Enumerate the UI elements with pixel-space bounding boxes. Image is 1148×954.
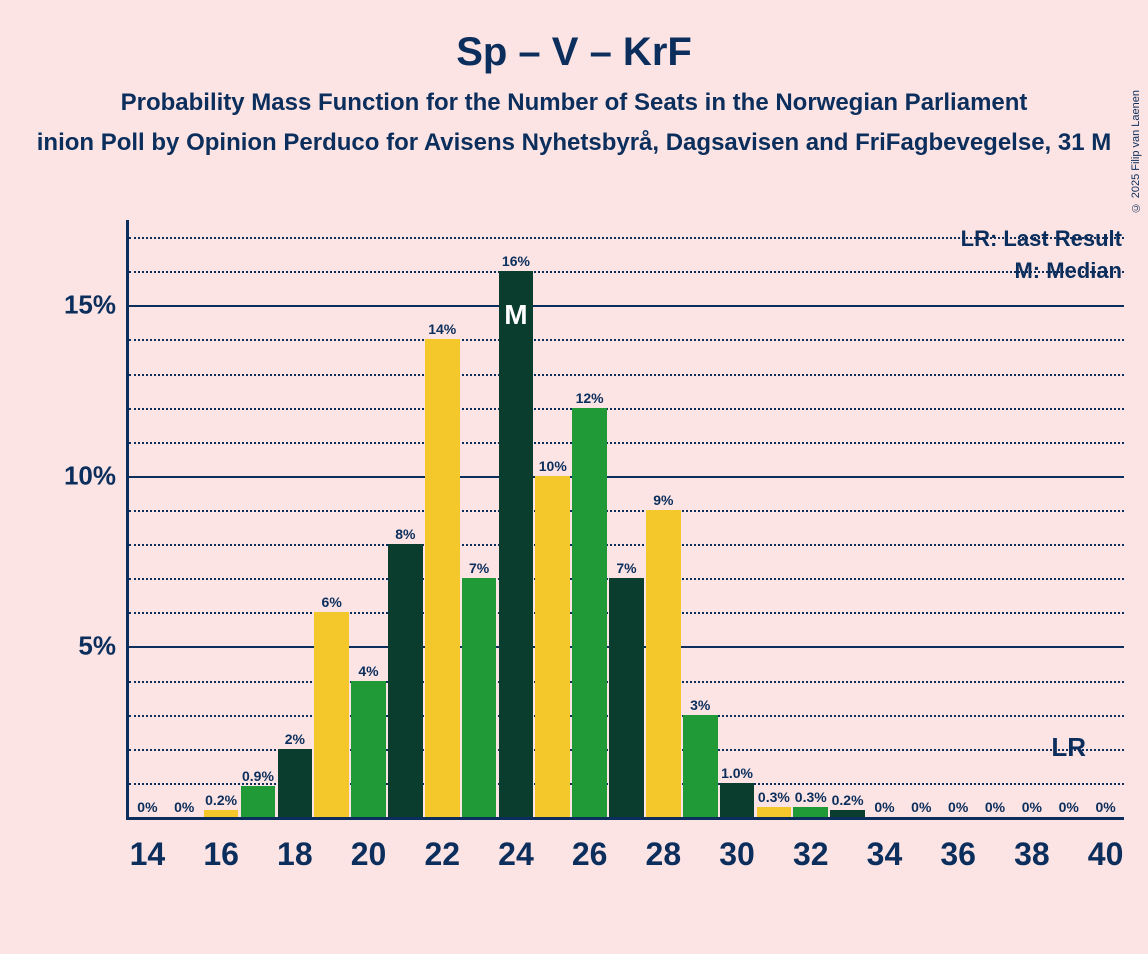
x-tick-label: 34	[847, 836, 921, 873]
bar: 4%	[351, 681, 386, 817]
x-tick-label: 30	[700, 836, 774, 873]
bar-value-label: 2%	[285, 731, 305, 747]
last-result-marker: LR	[1051, 732, 1086, 763]
bar-value-label: 0%	[948, 799, 968, 815]
gridline	[129, 442, 1124, 444]
bar-value-label: 0%	[137, 799, 157, 815]
bar-value-label: 0%	[874, 799, 894, 815]
bar: 7%	[609, 578, 644, 817]
bar: 16%	[499, 271, 534, 817]
bar: 0.3%	[793, 807, 828, 817]
bar-value-label: 0.2%	[205, 792, 237, 808]
x-tick-label: 22	[405, 836, 479, 873]
chart-subtitle-2: inion Poll by Opinion Perduco for Avisen…	[0, 129, 1148, 157]
bar-value-label: 14%	[428, 321, 456, 337]
gridline	[129, 237, 1124, 239]
gridline	[129, 544, 1124, 546]
bar-value-label: 8%	[395, 526, 415, 542]
bar: 2%	[278, 749, 313, 817]
chart-main-title: Sp – V – KrF	[0, 30, 1148, 75]
x-tick-label: 32	[774, 836, 848, 873]
y-tick-label: 5%	[54, 631, 116, 662]
plot-region: 14161820222426283032343638400%0%0.2%0.9%…	[126, 220, 1124, 820]
chart-subtitle-1: Probability Mass Function for the Number…	[0, 89, 1148, 117]
x-tick-label: 26	[553, 836, 627, 873]
bar-value-label: 0.3%	[758, 789, 790, 805]
bar: 3%	[683, 715, 718, 817]
y-tick-label: 15%	[54, 290, 116, 321]
x-tick-label: 38	[995, 836, 1069, 873]
bar-value-label: 0.2%	[832, 792, 864, 808]
bar-value-label: 0%	[1095, 799, 1115, 815]
bar-value-label: 4%	[358, 663, 378, 679]
gridline	[129, 374, 1124, 376]
median-marker: M	[504, 299, 527, 331]
gridline	[129, 476, 1124, 478]
bar-value-label: 7%	[616, 560, 636, 576]
bar-value-label: 3%	[690, 697, 710, 713]
bar-value-label: 12%	[576, 390, 604, 406]
bar-value-label: 10%	[539, 458, 567, 474]
bar: 10%	[535, 476, 570, 817]
x-tick-label: 18	[258, 836, 332, 873]
bar-value-label: 0%	[174, 799, 194, 815]
bar-value-label: 1.0%	[721, 765, 753, 781]
chart-area: 14161820222426283032343638400%0%0.2%0.9%…	[54, 220, 1134, 890]
bar-value-label: 16%	[502, 253, 530, 269]
x-tick-label: 20	[332, 836, 406, 873]
x-tick-label: 14	[110, 836, 184, 873]
bar: 14%	[425, 339, 460, 817]
x-tick-label: 36	[921, 836, 995, 873]
bar: 7%	[462, 578, 497, 817]
bar: 12%	[572, 408, 607, 817]
gridline	[129, 408, 1124, 410]
bar-value-label: 0%	[1022, 799, 1042, 815]
bar-value-label: 6%	[322, 594, 342, 610]
bar-value-label: 0%	[911, 799, 931, 815]
bar: 0.2%	[830, 810, 865, 817]
gridline	[129, 339, 1124, 341]
bar-value-label: 0%	[1059, 799, 1079, 815]
bar: 1.0%	[720, 783, 755, 817]
gridline	[129, 271, 1124, 273]
bar-value-label: 7%	[469, 560, 489, 576]
bar: 0.3%	[757, 807, 792, 817]
copyright-text: © 2025 Filip van Laenen	[1130, 90, 1142, 213]
x-tick-label: 16	[184, 836, 258, 873]
bar: 9%	[646, 510, 681, 817]
bar: 0.9%	[241, 786, 276, 817]
bar: 8%	[388, 544, 423, 817]
bar-value-label: 0%	[985, 799, 1005, 815]
bar: 0.2%	[204, 810, 239, 817]
bar-value-label: 0.3%	[795, 789, 827, 805]
x-tick-label: 40	[1069, 836, 1143, 873]
y-tick-label: 10%	[54, 460, 116, 491]
bar-value-label: 9%	[653, 492, 673, 508]
gridline	[129, 510, 1124, 512]
bar-value-label: 0.9%	[242, 768, 274, 784]
bar: 6%	[314, 612, 349, 817]
x-tick-label: 24	[479, 836, 553, 873]
gridline	[129, 305, 1124, 307]
x-tick-label: 28	[626, 836, 700, 873]
